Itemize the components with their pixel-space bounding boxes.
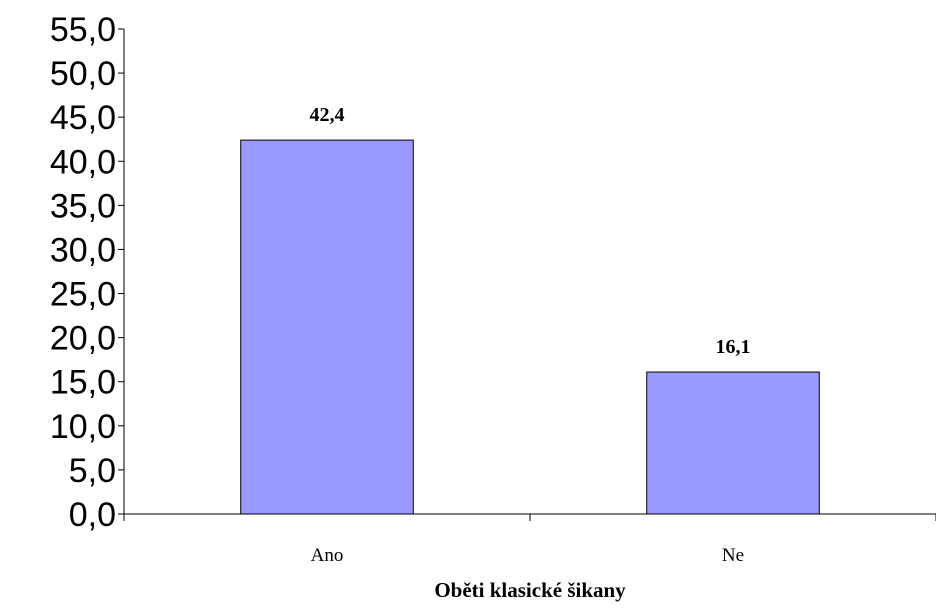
y-tick-label: 50,0	[50, 55, 116, 93]
data-label-ne: 16,1	[716, 336, 751, 358]
y-tick-label: 55,0	[50, 11, 116, 49]
bar-ano	[240, 139, 414, 515]
data-label-ano: 42,4	[310, 104, 345, 126]
data-labels: 42,4 16,1	[310, 104, 751, 358]
y-tick-label: 10,0	[50, 408, 116, 446]
y-tick-label: 20,0	[50, 320, 116, 358]
y-tick-label: 45,0	[50, 99, 116, 137]
y-tick-label: 40,0	[50, 143, 116, 181]
y-tick-label: 25,0	[50, 276, 116, 314]
x-axis: Ano Ne	[123, 513, 936, 566]
y-tick-label: 35,0	[50, 187, 116, 225]
y-axis: 0,0 5,0 10,0 15,0 20,0 25,0 30,0 35,0 40,0 45,0 50…	[50, 11, 125, 534]
x-axis-title: Oběti klasické šikany	[434, 578, 626, 602]
y-tick-label: 0,0	[69, 496, 116, 534]
y-tick-label: 5,0	[69, 452, 116, 490]
bar-ne	[646, 371, 820, 515]
y-tick-label: 30,0	[50, 231, 116, 269]
bars	[240, 139, 820, 515]
y-tick-label: 15,0	[50, 364, 116, 402]
x-tick-label-ne: Ne	[722, 545, 744, 566]
x-tick-label-ano: Ano	[311, 545, 344, 566]
